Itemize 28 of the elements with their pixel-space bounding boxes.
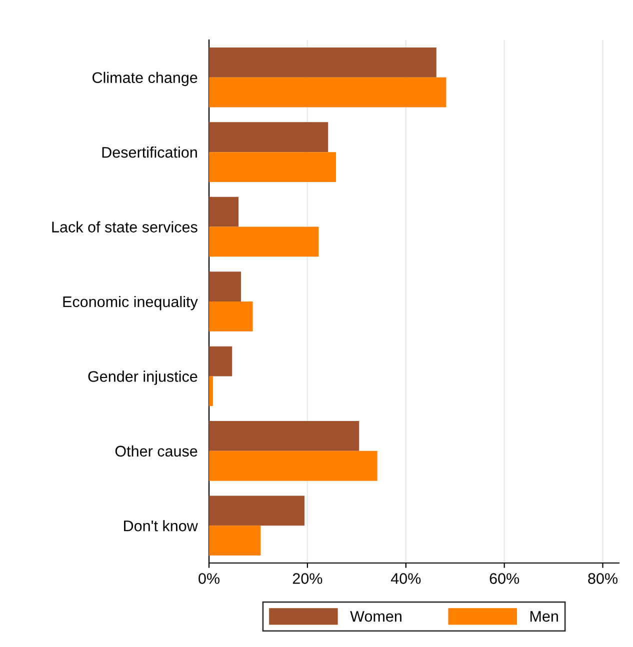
legend-label: Women [350, 611, 402, 622]
y-tick-label: Economic inequality [63, 296, 198, 310]
bar [209, 226, 319, 257]
y-tick-label: Climate change [92, 72, 198, 86]
x-tick-label: 80% [588, 573, 618, 584]
bar [209, 450, 378, 481]
bar [209, 376, 213, 406]
y-tick-label: Desertification [102, 146, 197, 158]
y-tick-label: Gender injustice [88, 370, 198, 385]
bar [209, 346, 232, 376]
x-tick-label: 20% [292, 573, 322, 584]
bar [209, 526, 261, 556]
y-tick-label: Other cause [115, 445, 198, 457]
bar [209, 272, 241, 302]
bar [209, 421, 360, 451]
y-tick-label: Lack of state services [52, 221, 198, 232]
bar [209, 496, 304, 526]
legend-label: Men [530, 611, 558, 622]
bar [209, 77, 446, 108]
x-tick-label: 0% [198, 573, 220, 584]
x-tick-label: 60% [490, 573, 520, 584]
bar [209, 122, 328, 152]
x-tick-label: 40% [390, 573, 421, 584]
bar [209, 152, 336, 182]
bar [209, 196, 239, 227]
bar [209, 302, 253, 332]
bar [209, 47, 436, 78]
y-tick-label: Don't know [124, 520, 198, 532]
